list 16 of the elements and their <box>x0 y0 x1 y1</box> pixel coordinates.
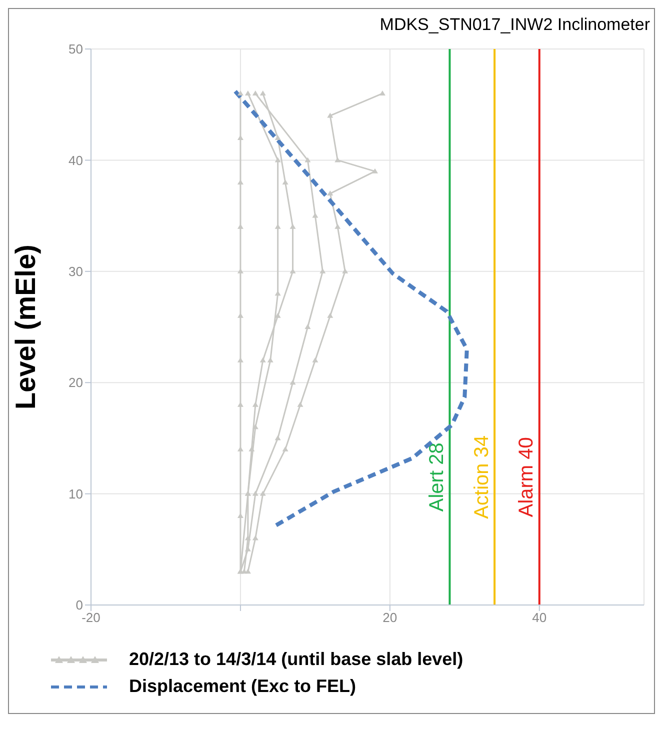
y-tick-label: 20 <box>68 375 83 390</box>
legend-label: 20/2/13 to 14/3/14 (until base slab level) <box>129 649 464 670</box>
y-tick-label: 10 <box>68 486 83 502</box>
y-tick-label: 50 <box>68 42 83 57</box>
x-tick-label: 20 <box>382 610 398 626</box>
y-tick-label: 40 <box>68 152 83 168</box>
y-axis-title: Level (mEle) <box>10 244 41 410</box>
chart-title: MDKS_STN017_INW2 Inclinometer <box>378 15 651 35</box>
ref-line-label: Alert 28 <box>426 442 448 512</box>
y-tick-label: 0 <box>76 598 83 613</box>
legend-label: Displacement (Exc to FEL) <box>129 676 356 697</box>
ref-line-label: Alarm 40 <box>516 437 538 518</box>
ref-line-label: Action 34 <box>470 435 493 519</box>
x-tick-label: 40 <box>532 610 547 626</box>
y-tick-label: 30 <box>68 264 83 280</box>
x-tick-label: -20 <box>82 610 100 626</box>
